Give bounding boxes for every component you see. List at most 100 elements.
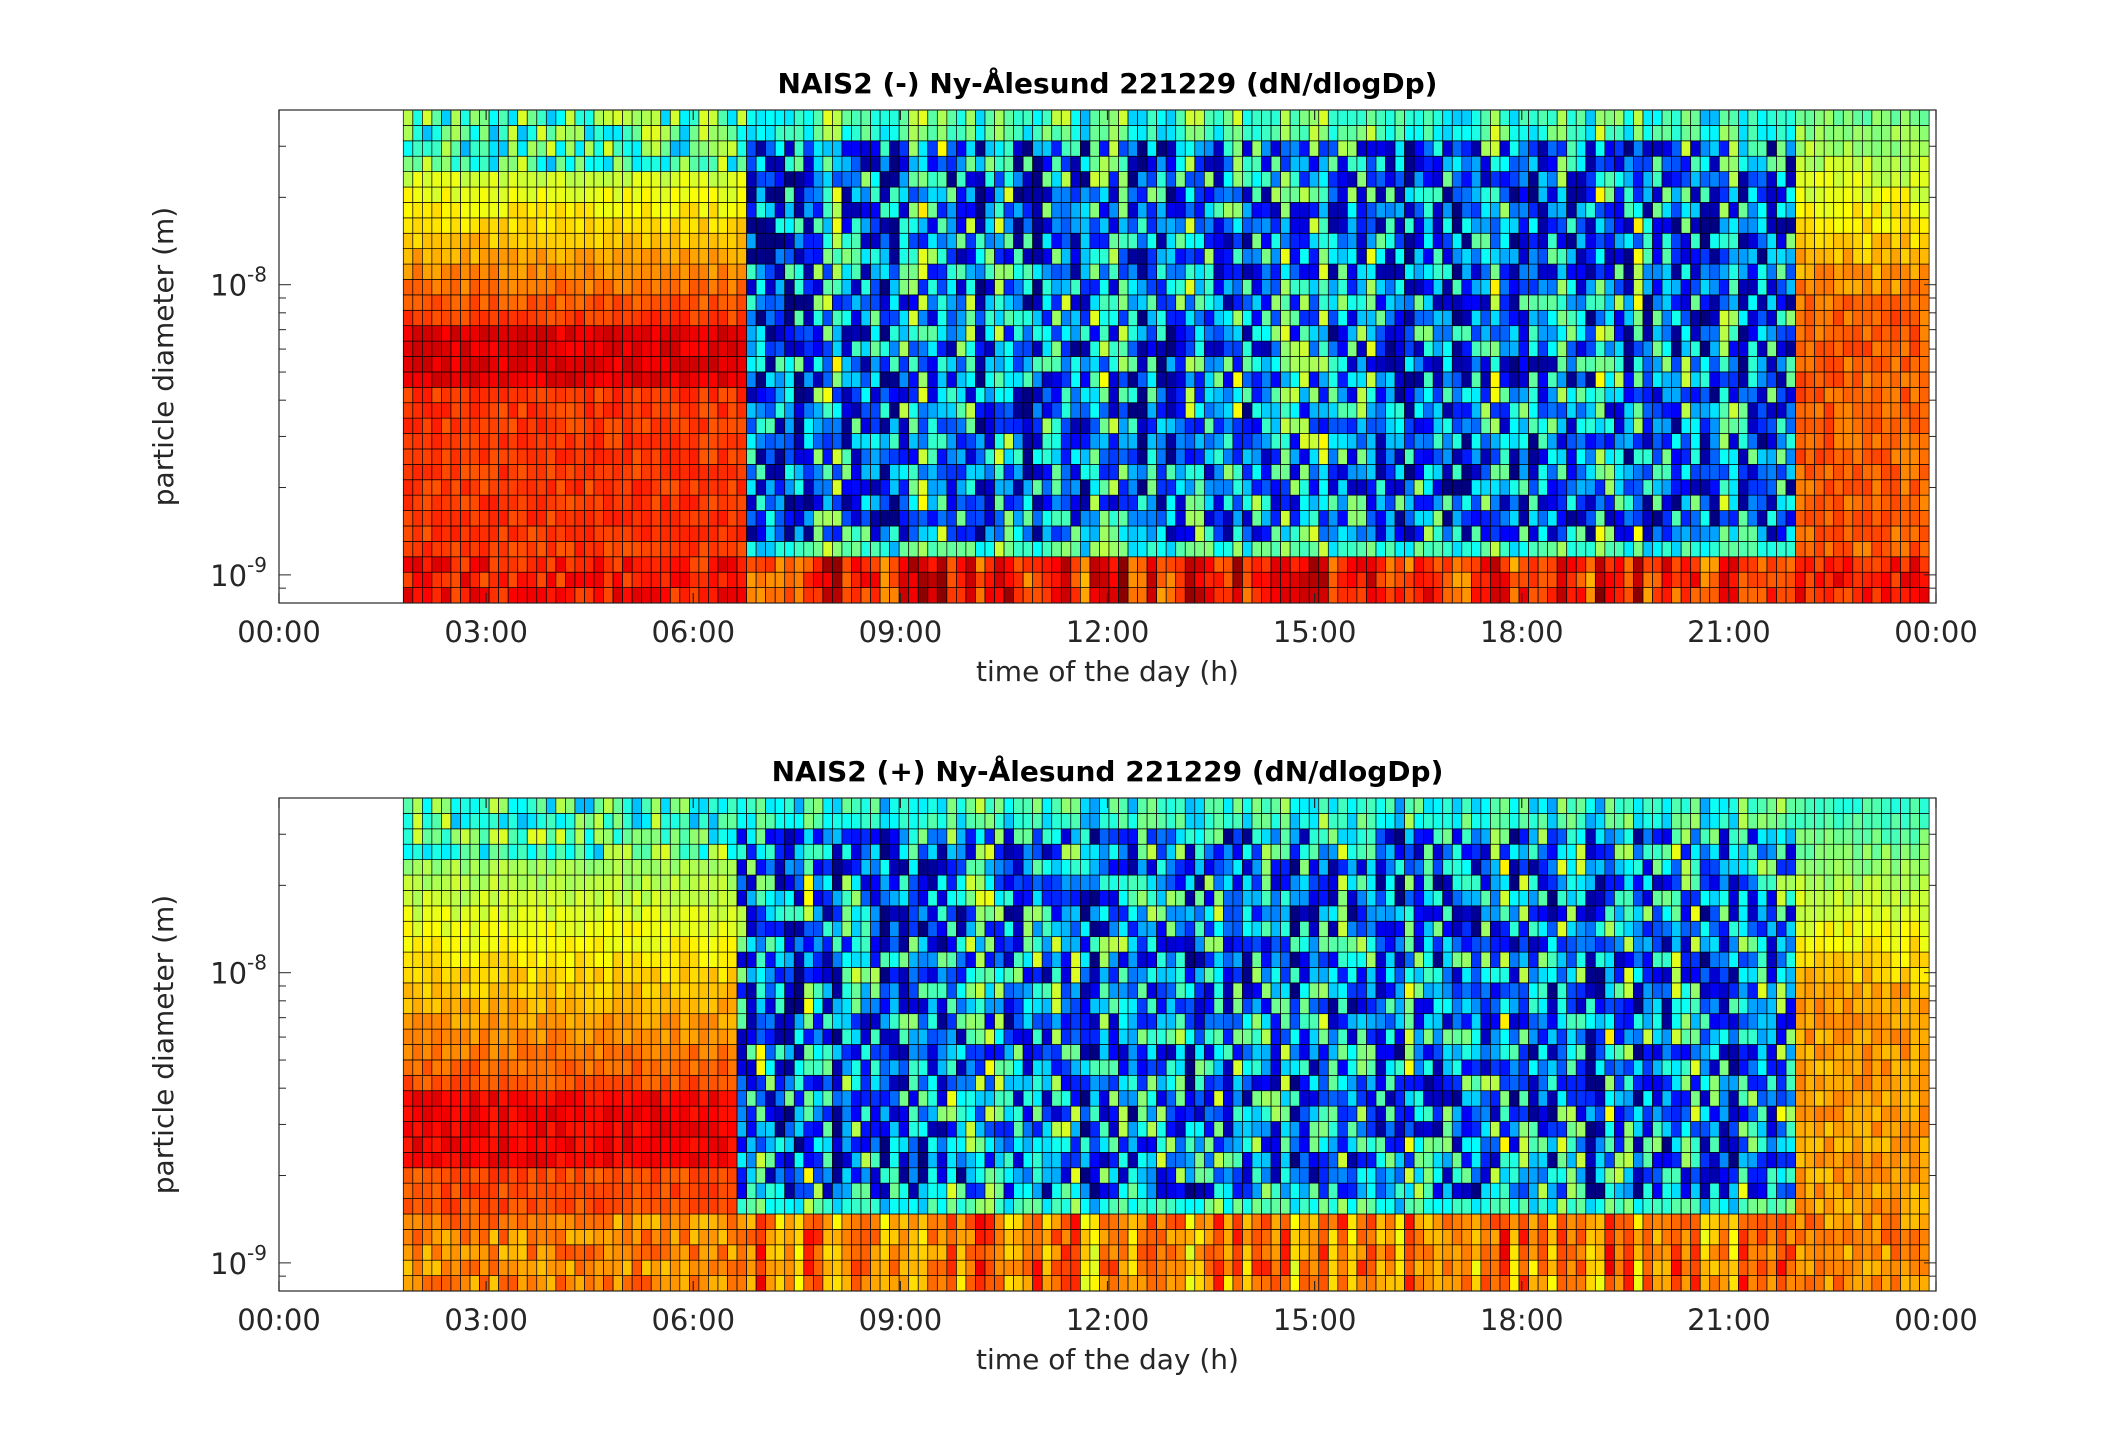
heatmap-cell [765,232,776,250]
heatmap-cell [498,587,509,604]
heatmap-cell [908,202,919,219]
heatmap-cell [1318,171,1329,188]
heatmap-cell [1337,479,1348,496]
heatmap-cell [717,325,728,342]
heatmap-cell [898,325,910,342]
heatmap-cell [1280,494,1291,511]
heatmap-cell [841,171,852,188]
heatmap-cell [641,541,652,558]
heatmap-cell [908,356,919,373]
heatmap-cell [1795,556,1806,573]
heatmap-cell [1757,525,1768,542]
heatmap-cell [1642,263,1653,280]
heatmap-cell [774,541,786,558]
heatmap-cell [727,294,738,311]
heatmap-cell [1051,371,1062,388]
heatmap-cell [545,402,557,419]
heatmap-cell [870,248,881,265]
heatmap-cell [1690,186,1701,203]
heatmap-cell [1108,325,1119,342]
heatmap-cell [689,294,700,311]
heatmap-cell [803,356,814,373]
heatmap-cell [441,217,452,234]
heatmap-cell [1356,140,1367,157]
heatmap-cell [1080,248,1091,265]
heatmap-cell [765,386,776,404]
heatmap-cell [717,171,728,188]
heatmap-cell [526,463,538,481]
heatmap-cell [1385,340,1396,357]
heatmap-cell [1127,541,1138,558]
heatmap-cell [1203,279,1215,296]
heatmap-cell [1881,417,1892,434]
heatmap-cell [1022,556,1034,573]
heatmap-cell [1270,294,1281,311]
heatmap-cell [450,171,461,188]
heatmap-cell [1604,587,1615,604]
heatmap-cell [422,433,433,450]
heatmap-cell [889,402,900,419]
heatmap-cell [1785,494,1796,511]
heatmap-cell [1795,217,1806,234]
heatmap-cell [1537,402,1548,419]
heatmap-cell [1566,479,1577,496]
heatmap-cell [917,417,929,434]
heatmap-cell [1423,171,1434,188]
heatmap-cell [402,232,414,250]
heatmap-cell [1137,510,1148,527]
heatmap-cell [1013,217,1024,234]
heatmap-cell [679,448,690,465]
heatmap-cell [1547,155,1558,172]
heatmap-cell [755,140,767,157]
heatmap-cell [612,510,623,527]
heatmap-cell [1318,248,1329,265]
heatmap-cell [1604,510,1615,527]
heatmap-cell [1718,217,1730,234]
heatmap-cell [1261,371,1272,388]
heatmap-cell [1480,140,1491,157]
heatmap-cell [545,309,557,327]
heatmap-cell [1633,417,1644,434]
heatmap-cell [1518,494,1529,511]
heatmap-cell [889,433,900,450]
heatmap-cell [1766,186,1777,203]
heatmap-cell [1671,386,1682,404]
heatmap-cell [1499,356,1510,373]
heatmap-cell [1509,402,1520,419]
heatmap-cell [812,463,824,481]
heatmap-cell [1318,479,1329,496]
heatmap-cell [1490,202,1501,219]
heatmap-cell [526,186,538,203]
heatmap-cell [536,463,547,481]
heatmap-cell [479,510,490,527]
heatmap-cell [1261,541,1272,558]
heatmap-cell [1146,448,1157,465]
heatmap-cell [822,279,833,296]
heatmap-cell [1118,510,1129,527]
heatmap-cell [1423,541,1434,558]
heatmap-cell [1633,325,1644,342]
heatmap-cell [660,232,671,250]
heatmap-cell [717,386,728,404]
heatmap-cell [1108,541,1119,558]
heatmap-cell [641,571,652,588]
heatmap-cell [1118,202,1129,219]
heatmap-cell [927,356,938,373]
heatmap-cell [1861,155,1873,172]
heatmap-cell [898,294,910,311]
heatmap-cell [641,325,652,342]
heatmap-cell [1318,541,1329,558]
heatmap-cell [498,294,509,311]
heatmap-cell [1537,217,1548,234]
heatmap-cell [1757,371,1768,388]
heatmap-cell [593,340,604,357]
heatmap-cell [1080,140,1091,157]
heatmap-cell [1261,463,1272,481]
heatmap-cell [908,171,919,188]
heatmap-cell [1070,294,1081,311]
heatmap-cell [1804,186,1816,203]
heatmap-cell [536,140,547,157]
heatmap-cell [1165,171,1177,188]
heatmap-cell [708,525,719,542]
heatmap-cell [1261,448,1272,465]
